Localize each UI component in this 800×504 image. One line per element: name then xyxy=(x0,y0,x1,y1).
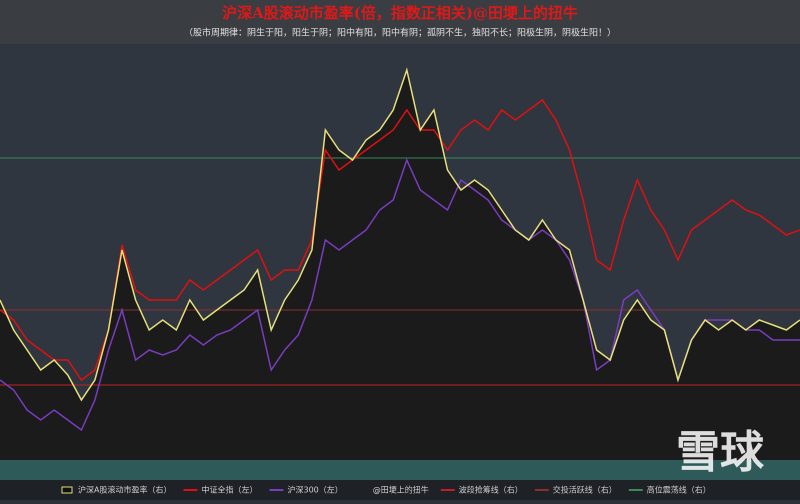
legend-swatch xyxy=(61,486,73,494)
series-line xyxy=(0,67,800,402)
area xyxy=(0,70,800,460)
watermark: 雪球 xyxy=(676,427,765,478)
legend-label: @田埂上的扭牛 xyxy=(373,485,429,495)
chart-subtitle: （股市周期律：阴生于阳，阳生于阴；阳中有阳，阳中有阴；孤阴不生，独阳不长；阳极生… xyxy=(184,27,616,39)
bottom-strip xyxy=(0,460,800,480)
legend-label: 波段抢筹线（右） xyxy=(459,485,523,495)
legend-bar xyxy=(0,480,800,500)
series-line xyxy=(0,98,800,382)
chart-title: 沪深A股滚动市盈率(倍，指数正相关)@田埂上的扭牛 xyxy=(222,4,578,22)
legend-label: 沪深300（左） xyxy=(287,485,342,495)
legend-label: 中证全指（左） xyxy=(201,485,257,495)
legend-label: 交投活跃线（右） xyxy=(553,485,617,495)
legend-label: 沪深A股滚动市盈率（右） xyxy=(78,485,171,495)
legend-label: 高位震荡线（右） xyxy=(647,485,711,495)
title-bar xyxy=(0,0,800,44)
